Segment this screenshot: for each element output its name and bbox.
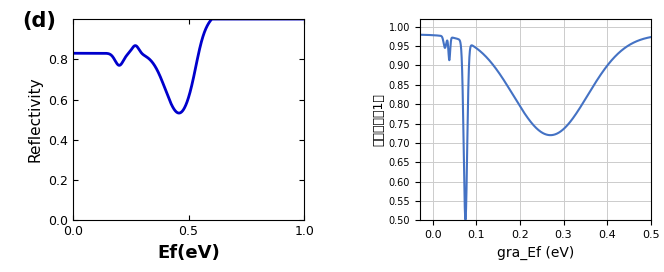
X-axis label: Ef(eV): Ef(eV) <box>157 244 220 262</box>
Text: (d): (d) <box>22 11 56 31</box>
X-axis label: gra_Ef (eV): gra_Ef (eV) <box>497 246 574 260</box>
Y-axis label: 滖反射率（1）: 滖反射率（1） <box>373 93 386 146</box>
Y-axis label: Reflectivity: Reflectivity <box>28 77 42 162</box>
